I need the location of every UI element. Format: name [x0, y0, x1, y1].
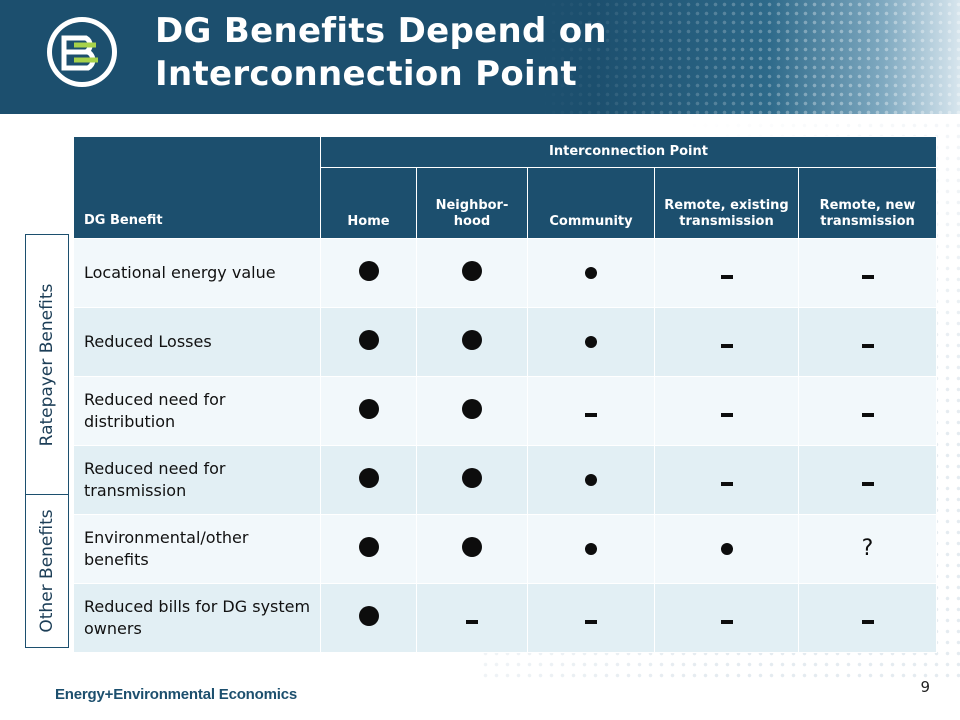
benefit-label: Reduced need for distribution [73, 376, 321, 446]
rating-cell [797, 583, 938, 653]
rating-cell [797, 445, 938, 515]
rating-cell [416, 514, 528, 584]
small-dot-icon [585, 542, 597, 555]
rating-cell [320, 514, 417, 584]
banner-dot-pattern [540, 0, 960, 114]
rating-cell [527, 583, 655, 653]
rating-cell [320, 376, 417, 446]
title-banner: DG Benefits Depend on Interconnection Po… [0, 0, 960, 114]
page-title-line1: DG Benefits Depend on [155, 11, 607, 51]
large-dot-icon [462, 399, 482, 419]
large-dot-icon [358, 261, 379, 281]
benefits-table: DG Benefit Interconnection Point Home Ne… [73, 136, 938, 653]
rating-cell [320, 583, 417, 653]
ratepayer-benefits-label: Ratepayer Benefits [37, 283, 57, 447]
rating-cell [527, 445, 655, 515]
dash-icon [861, 481, 874, 486]
large-dot-icon [462, 330, 482, 350]
column-header-remote-new: Remote, new transmission [797, 167, 938, 239]
column-header-remote-existing: Remote, existing transmission [654, 167, 799, 239]
rating-cell [416, 238, 528, 308]
rating-cell [320, 307, 417, 377]
dash-icon [720, 481, 733, 486]
page-title-line2: Interconnection Point [155, 54, 578, 94]
page-number: 9 [920, 678, 930, 696]
large-dot-icon [358, 330, 379, 350]
benefit-label: Environmental/other benefits [73, 514, 321, 584]
rating-cell [797, 307, 938, 377]
column-header-neighborhood-text: Neighbor- hood [435, 198, 509, 229]
benefit-label: Reduced need for transmission [73, 445, 321, 515]
dash-icon [585, 619, 597, 624]
other-benefits-bracket: Other Benefits [25, 494, 69, 648]
dash-icon [720, 619, 733, 624]
dash-icon [585, 412, 597, 417]
ratepayer-benefits-bracket: Ratepayer Benefits [25, 234, 69, 496]
small-dot-icon [720, 542, 733, 555]
dash-icon [720, 274, 733, 279]
table-row: Reduced bills for DG system owners [73, 583, 938, 653]
table-row: Reduced need for transmission [73, 445, 938, 515]
large-dot-icon [358, 399, 379, 419]
rating-cell [416, 307, 528, 377]
page-title: DG Benefits Depend on Interconnection Po… [155, 10, 855, 96]
dash-icon [466, 619, 478, 624]
e3-logo-icon [47, 17, 117, 87]
rating-cell [416, 445, 528, 515]
dash-icon [720, 343, 733, 348]
small-dot-icon [585, 266, 597, 279]
rating-cell [654, 238, 799, 308]
large-dot-icon [462, 468, 482, 488]
table-row: Locational energy value [73, 238, 938, 308]
dg-benefit-header: DG Benefit [73, 136, 321, 239]
column-header-neighborhood: Neighbor- hood [416, 167, 528, 239]
other-benefits-label: Other Benefits [37, 509, 57, 633]
interconnection-point-header: Interconnection Point [319, 136, 938, 168]
rating-cell [527, 376, 655, 446]
rating-cell [527, 514, 655, 584]
dash-icon [861, 274, 874, 279]
dash-icon [861, 412, 874, 417]
small-dot-icon [585, 473, 597, 486]
benefit-label: Reduced Losses [73, 307, 321, 377]
rating-cell [320, 445, 417, 515]
column-header-community: Community [527, 167, 655, 239]
benefit-label: Locational energy value [73, 238, 321, 308]
question-mark: ? [861, 536, 874, 561]
rating-cell [654, 583, 799, 653]
rating-cell: ? [797, 514, 938, 584]
rating-cell [527, 307, 655, 377]
rating-cell [797, 376, 938, 446]
table-row: Environmental/other benefits? [73, 514, 938, 584]
rating-cell [654, 376, 799, 446]
large-dot-icon [462, 537, 482, 557]
dash-icon [720, 412, 733, 417]
large-dot-icon [358, 537, 379, 557]
rating-cell [416, 376, 528, 446]
column-header-home: Home [320, 167, 417, 239]
large-dot-icon [358, 606, 379, 626]
rating-cell [527, 238, 655, 308]
table-row: Reduced Losses [73, 307, 938, 377]
large-dot-icon [358, 468, 379, 488]
rating-cell [654, 514, 799, 584]
rating-cell [797, 238, 938, 308]
small-dot-icon [585, 335, 597, 348]
rating-cell [416, 583, 528, 653]
large-dot-icon [462, 261, 482, 281]
table-row: Reduced need for distribution [73, 376, 938, 446]
rating-cell [654, 307, 799, 377]
benefit-label: Reduced bills for DG system owners [73, 583, 321, 653]
footer-company-logo: Energy+Environmental Economics [55, 686, 297, 703]
dash-icon [861, 619, 874, 624]
rating-cell [320, 238, 417, 308]
dash-icon [861, 343, 874, 348]
rating-cell [654, 445, 799, 515]
